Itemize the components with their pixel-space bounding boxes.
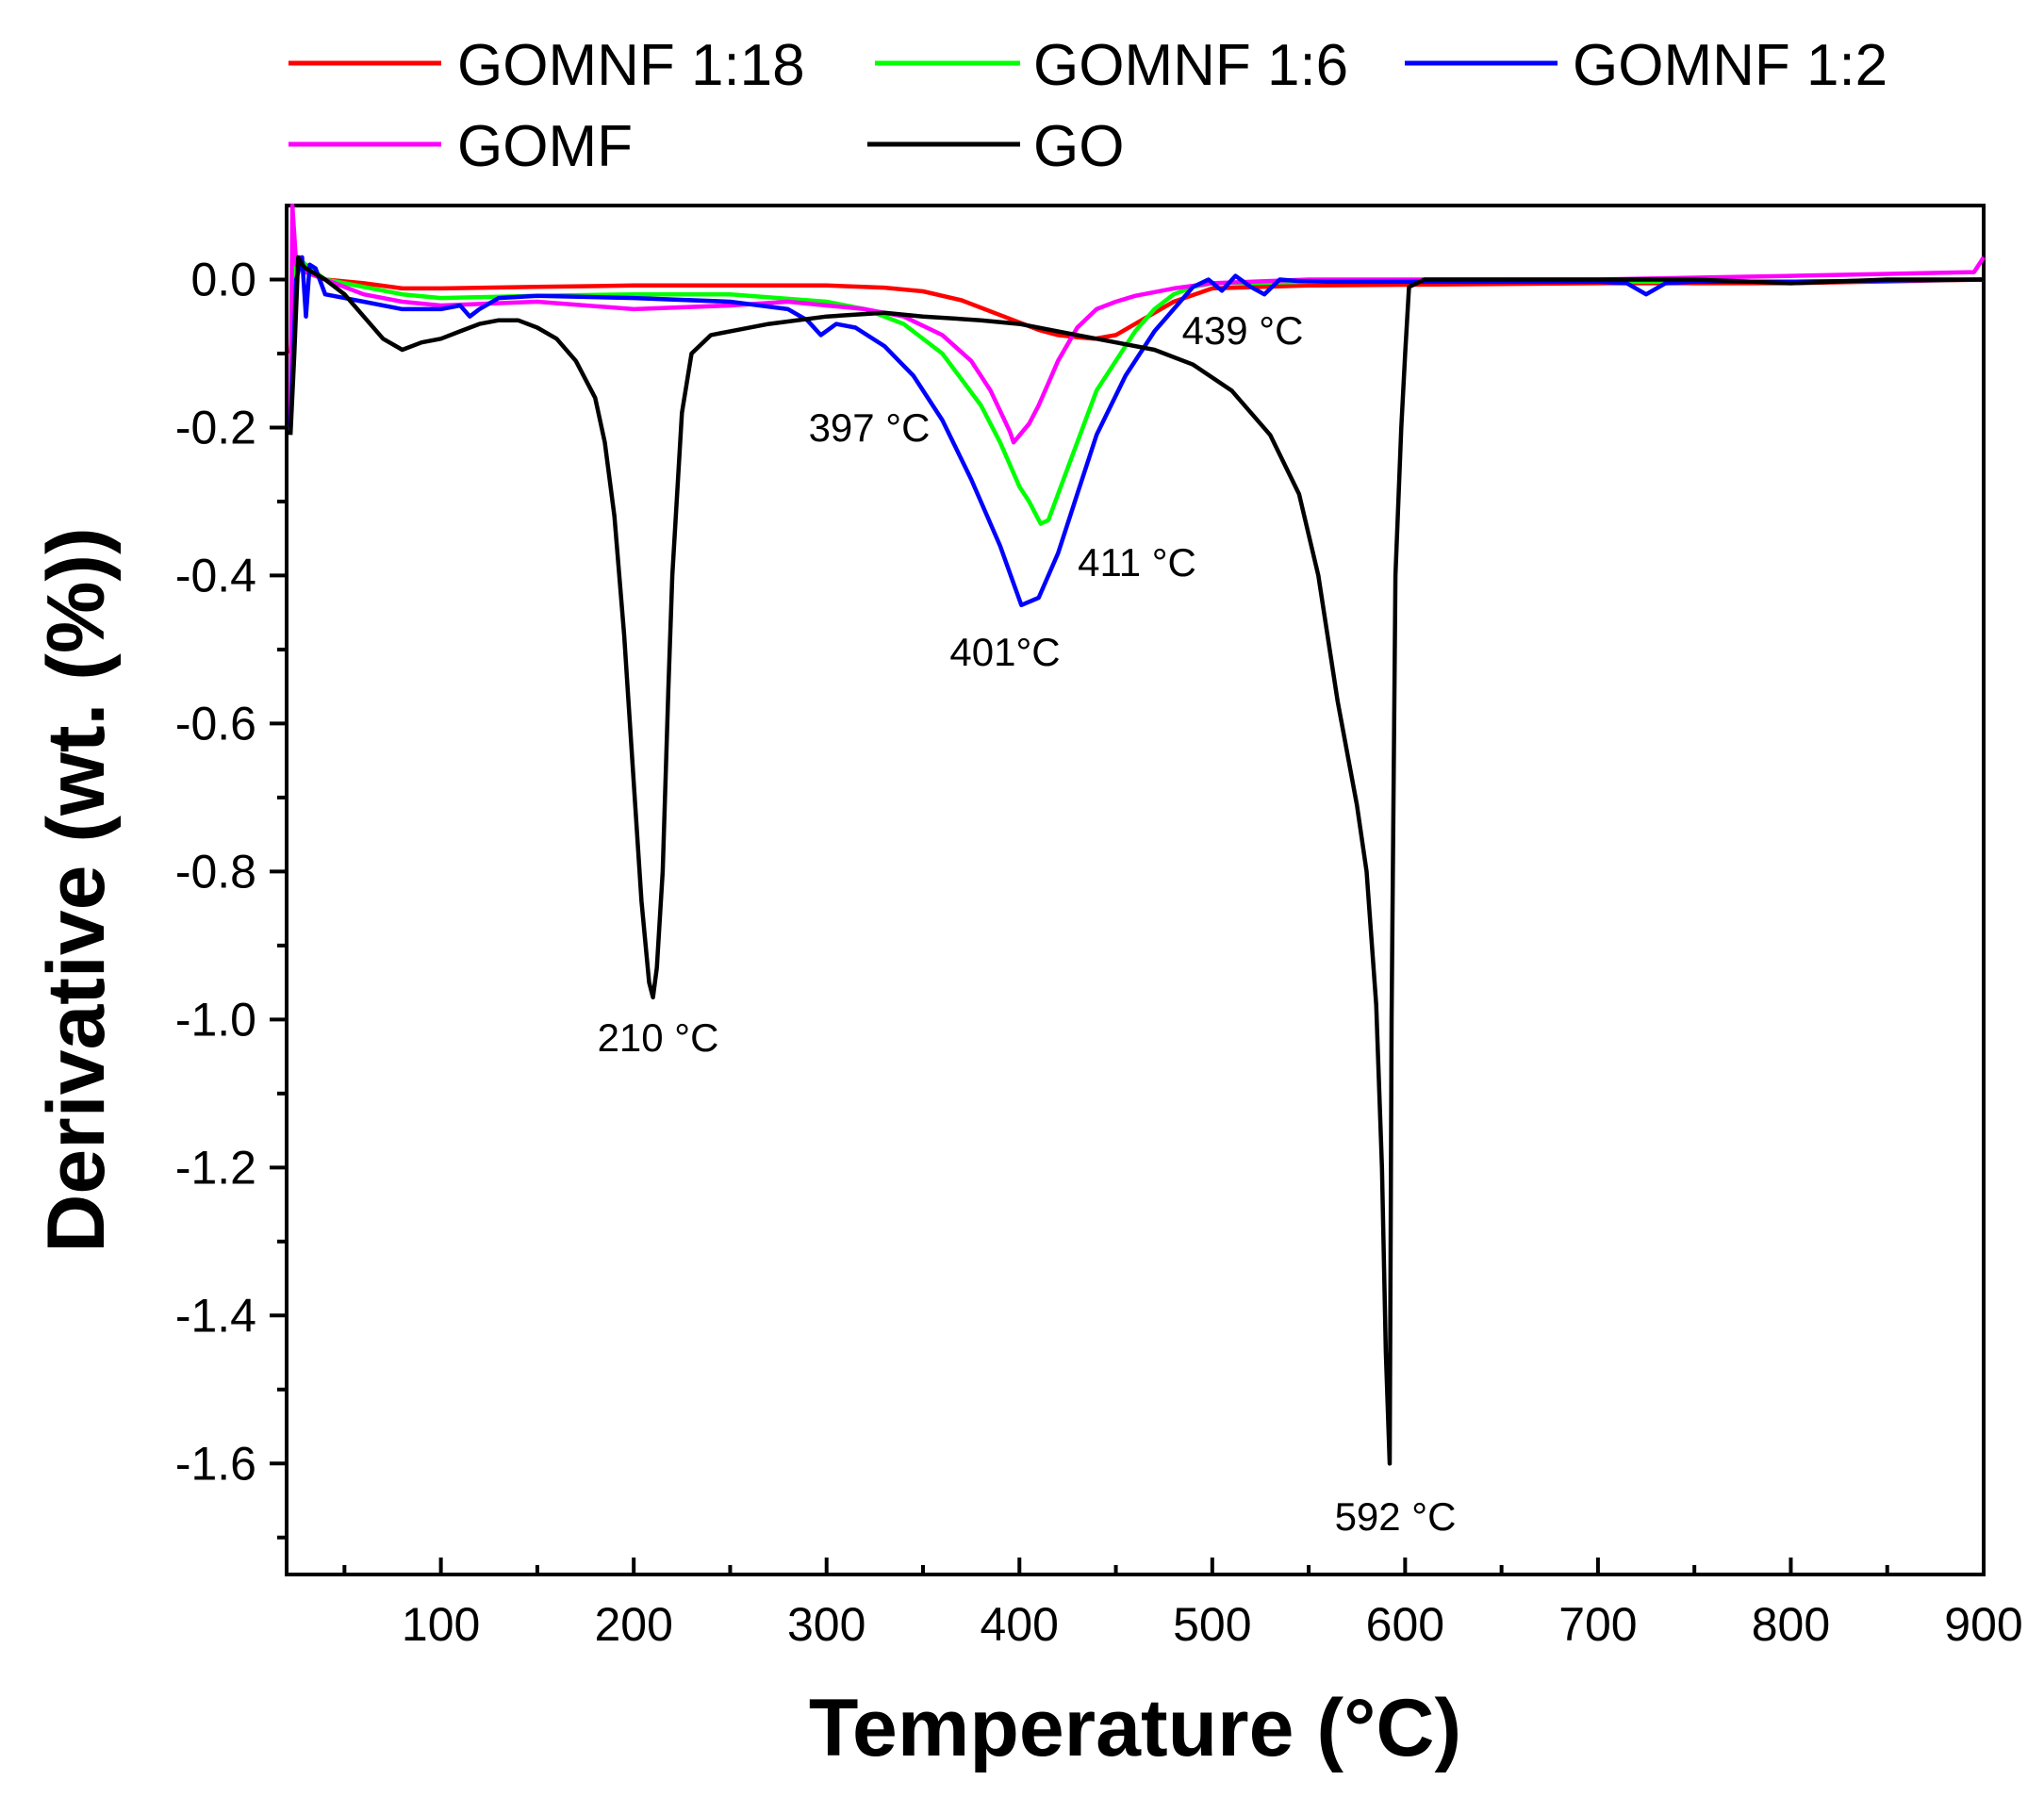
x-tick-label: 200 bbox=[594, 1598, 672, 1651]
x-major-ticks bbox=[438, 1558, 1986, 1574]
legend-label-go: GO bbox=[1033, 114, 1124, 179]
legend: GOMNF 1:18 GOMNF 1:6 GOMNF 1:2 GOMF GO bbox=[288, 33, 1887, 179]
y-tick-label: -0.6 bbox=[175, 697, 256, 750]
y-tick-label: -1.0 bbox=[175, 993, 256, 1046]
annotation-210: 210 °C bbox=[598, 1015, 719, 1060]
legend-item-go: GO bbox=[867, 114, 1124, 179]
legend-item-gomnf-1-18: GOMNF 1:18 bbox=[288, 33, 805, 98]
x-axis-title: Temperature (°C) bbox=[809, 1683, 1461, 1773]
peak-annotations: 210 °C 397 °C 411 °C 401°C 439 °C 592 °C bbox=[598, 308, 1457, 1539]
series-line-go bbox=[288, 255, 1984, 1466]
x-tick-label: 900 bbox=[1944, 1598, 2022, 1651]
y-tick-label: -1.6 bbox=[175, 1437, 256, 1490]
legend-label-gomnf-1-2: GOMNF 1:2 bbox=[1573, 33, 1887, 98]
y-axis: 0.0 -0.2 -0.4 -0.6 -0.8 -1.0 -1.2 -1.4 -… bbox=[175, 253, 287, 1540]
series-line-gomnf-1-2 bbox=[288, 255, 1985, 608]
y-tick-label: -0.8 bbox=[175, 845, 256, 898]
series-line-gomnf-1-18 bbox=[288, 262, 1985, 354]
y-tick-label: 0.0 bbox=[190, 253, 256, 305]
legend-label-gomnf-1-18: GOMNF 1:18 bbox=[457, 33, 805, 98]
x-tick-label: 700 bbox=[1558, 1598, 1637, 1651]
plot-frame bbox=[285, 204, 1986, 1576]
legend-label-gomf: GOMF bbox=[457, 114, 633, 179]
y-tick-label: -1.2 bbox=[175, 1141, 256, 1194]
x-tick-label: 100 bbox=[402, 1598, 480, 1651]
x-axis: 100 200 300 400 500 600 700 800 900 bbox=[342, 1558, 2023, 1651]
annotation-592: 592 °C bbox=[1335, 1494, 1457, 1539]
y-tick-label: -0.2 bbox=[175, 401, 256, 453]
y-major-ticks bbox=[270, 277, 287, 1466]
y-minor-ticks bbox=[277, 351, 287, 1540]
legend-item-gomnf-1-2: GOMNF 1:2 bbox=[1405, 33, 1887, 98]
x-tick-label: 600 bbox=[1366, 1598, 1444, 1651]
annotation-439: 439 °C bbox=[1182, 308, 1304, 353]
x-tick-label: 500 bbox=[1173, 1598, 1251, 1651]
y-tick-label: -0.4 bbox=[175, 549, 256, 602]
annotation-397: 397 °C bbox=[809, 405, 931, 450]
legend-item-gomnf-1-6: GOMNF 1:6 bbox=[875, 33, 1348, 98]
x-minor-ticks bbox=[342, 1565, 1889, 1574]
x-tick-label: 300 bbox=[787, 1598, 865, 1651]
y-axis-title: Derivative (wt. (%)) bbox=[31, 527, 122, 1252]
y-tick-label: -1.4 bbox=[175, 1289, 256, 1342]
annotation-401: 401°C bbox=[949, 630, 1060, 674]
x-tick-label: 400 bbox=[981, 1598, 1059, 1651]
annotation-411: 411 °C bbox=[1078, 540, 1196, 585]
legend-label-gomnf-1-6: GOMNF 1:6 bbox=[1033, 33, 1348, 98]
series-layer bbox=[288, 203, 1986, 1466]
legend-item-gomf: GOMF bbox=[288, 114, 633, 179]
x-tick-label: 800 bbox=[1752, 1598, 1830, 1651]
